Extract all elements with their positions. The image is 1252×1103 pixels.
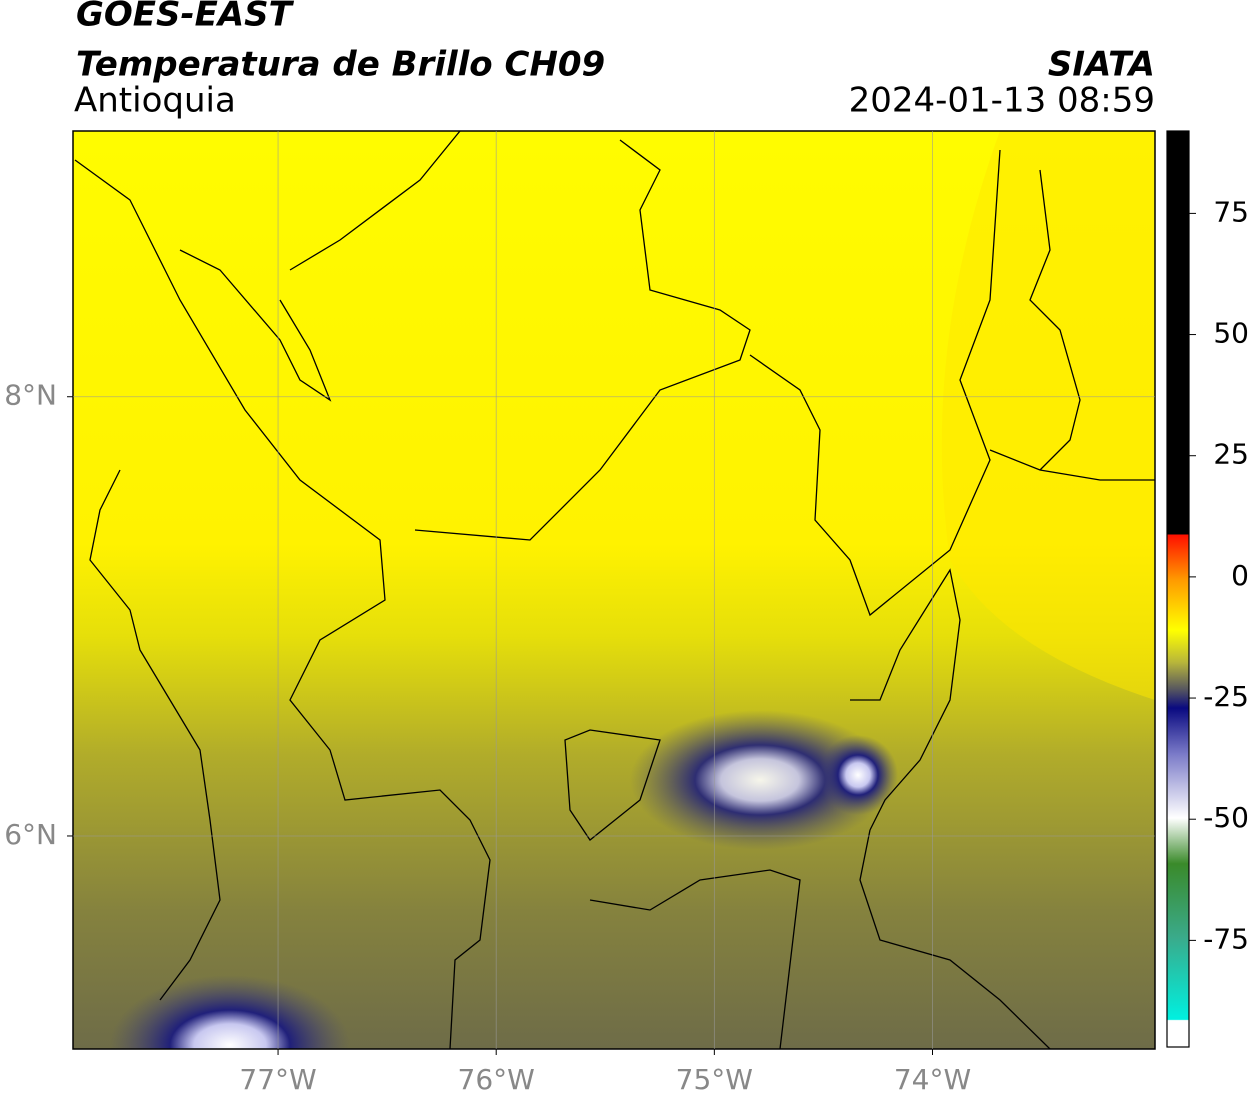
colorbar xyxy=(1166,130,1190,1048)
region: Antioquia xyxy=(74,81,236,121)
colorbar-tick-label: 50 xyxy=(1213,317,1249,350)
x-tick-label: 75°W xyxy=(676,1063,753,1096)
colorbar-tick-label: -75 xyxy=(1203,922,1249,955)
map-frame xyxy=(72,130,1156,1050)
x-tick-label: 77°W xyxy=(239,1063,316,1096)
colorbar-tick-label: -25 xyxy=(1203,680,1249,713)
y-tick-label: 8°N xyxy=(4,379,57,412)
y-tick-label: 6°N xyxy=(4,818,57,851)
x-tick-label: 74°W xyxy=(894,1063,971,1096)
subtitle: Temperatura de Brillo CH09 xyxy=(76,45,605,85)
colorbar-tick-label: 25 xyxy=(1213,438,1249,471)
colorbar-tick-label: 0 xyxy=(1231,559,1249,592)
map-field xyxy=(73,131,1155,1049)
source: SIATA xyxy=(1048,45,1155,85)
timestamp: 2024-01-13 08:59 xyxy=(849,81,1155,121)
x-tick-label: 76°W xyxy=(458,1063,535,1096)
colorbar-tick-label: 75 xyxy=(1213,195,1249,228)
title: GOES-EAST xyxy=(76,0,295,35)
colorbar-tick-label: -50 xyxy=(1203,801,1249,834)
